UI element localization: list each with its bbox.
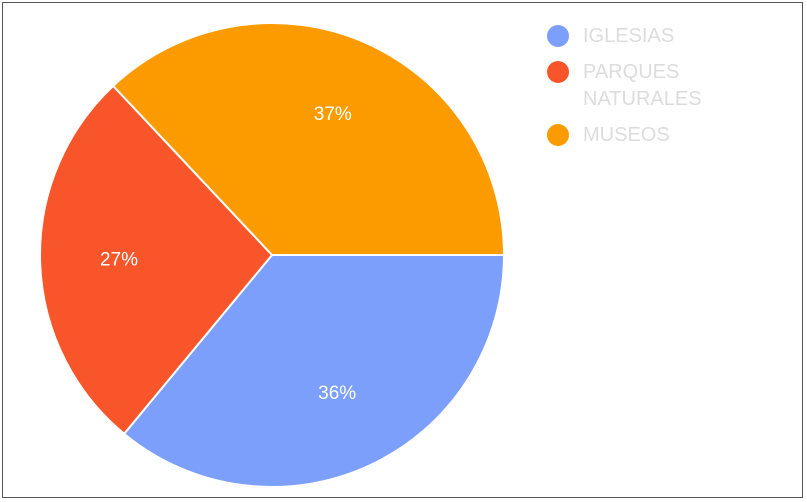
pie-slice-iglesias[interactable] [122, 254, 506, 488]
pie-slice-parques-naturales[interactable] [39, 84, 274, 436]
legend-item-museos[interactable]: MUSEOS [547, 122, 787, 149]
legend-swatch-museos [547, 124, 569, 146]
slice-label-iglesias: 36% [318, 383, 356, 404]
pie-chart: 36% 27% 37% [39, 22, 506, 488]
slice-label-parques-naturales: 27% [100, 249, 138, 270]
slice-label-museos: 37% [314, 104, 352, 125]
chart-legend: IGLESIAS PARQUES NATURALES MUSEOS [547, 23, 787, 158]
pie-slice-museos[interactable] [111, 22, 506, 256]
legend-label-museos: MUSEOS [583, 124, 670, 146]
legend-label-parques-naturales: PARQUES NATURALES [583, 61, 702, 110]
legend-swatch-parques-naturales [547, 61, 569, 83]
legend-item-iglesias[interactable]: IGLESIAS [547, 23, 787, 50]
legend-item-parques-naturales[interactable]: PARQUES NATURALES [547, 59, 787, 113]
legend-label-iglesias: IGLESIAS [583, 25, 675, 47]
legend-swatch-iglesias [547, 25, 569, 47]
